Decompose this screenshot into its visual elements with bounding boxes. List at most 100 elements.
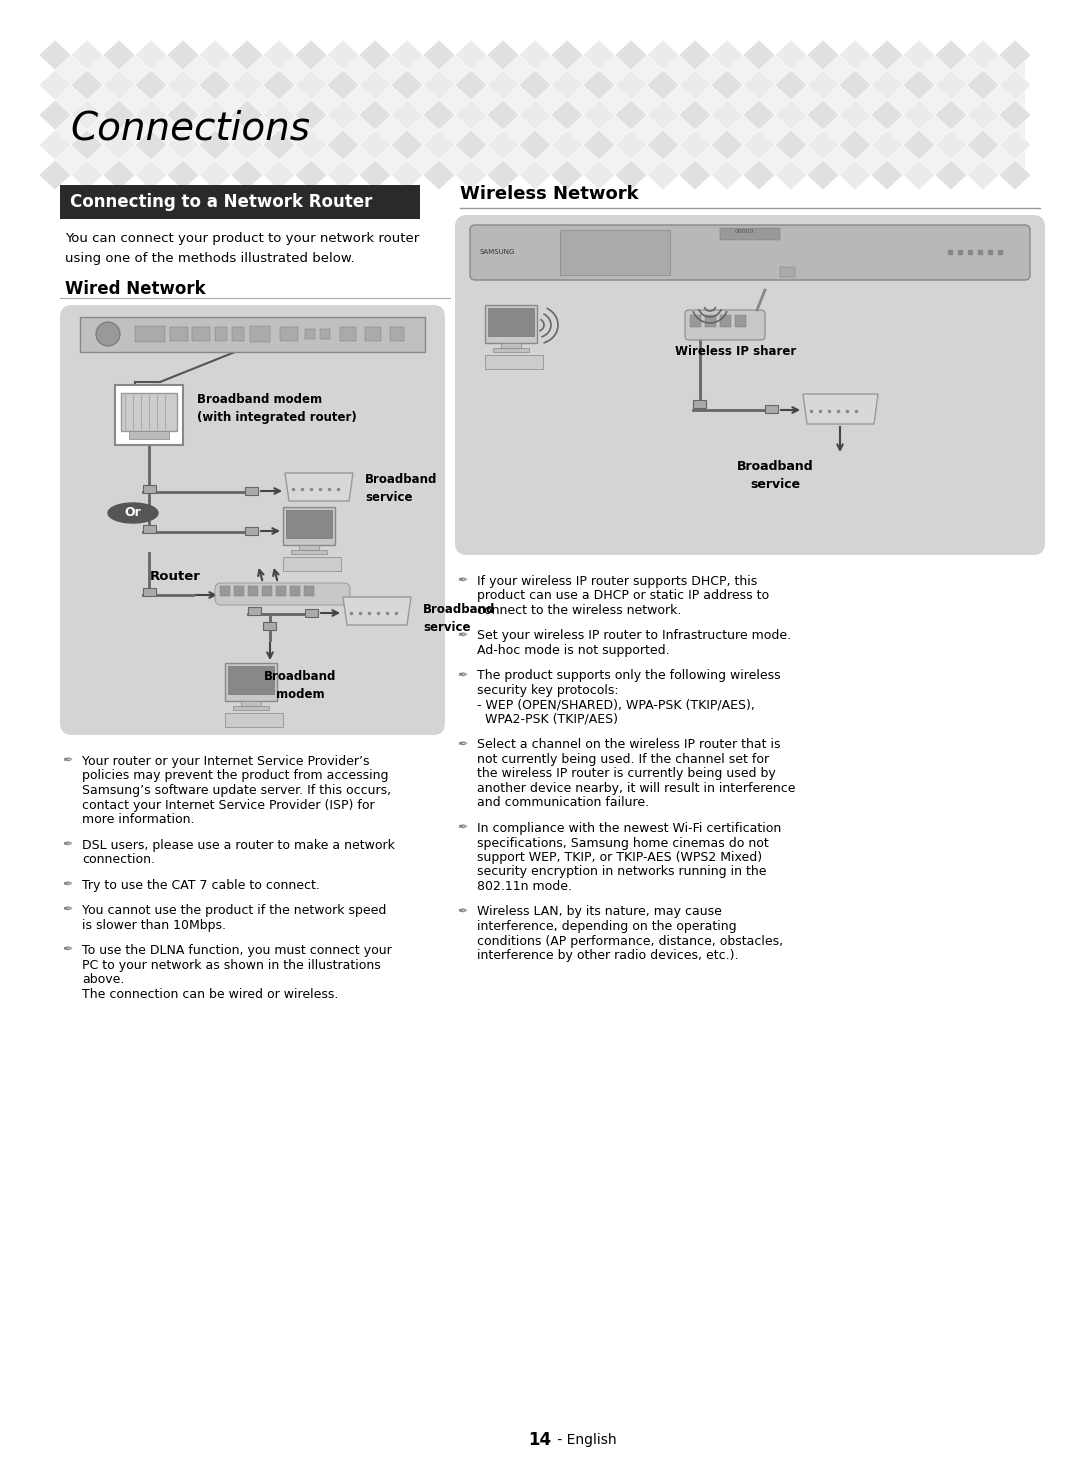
Text: PC to your network as shown in the illustrations: PC to your network as shown in the illus… [82,958,381,972]
Polygon shape [135,101,167,130]
Text: 00000: 00000 [735,229,754,234]
Bar [192,327,210,342]
Polygon shape [295,130,327,160]
Text: connection.: connection. [82,853,156,867]
Bar [320,328,330,339]
Text: If your wireless IP router supports DHCP, this: If your wireless IP router supports DHCP… [477,575,757,589]
Polygon shape [487,40,519,70]
Polygon shape [935,101,967,130]
Polygon shape [839,40,870,70]
Polygon shape [935,40,967,70]
Text: Broadband
service: Broadband service [737,460,813,491]
Polygon shape [39,130,71,160]
Ellipse shape [108,503,158,524]
Polygon shape [327,160,359,189]
Polygon shape [103,101,135,130]
Polygon shape [167,160,199,189]
Text: ✒: ✒ [457,670,468,682]
Polygon shape [199,101,231,130]
Polygon shape [870,101,903,130]
Bar [121,393,177,430]
Polygon shape [391,160,423,189]
Text: conditions (AP performance, distance, obstacles,: conditions (AP performance, distance, ob… [477,935,783,948]
Polygon shape [199,70,231,101]
Bar [390,327,404,342]
FancyBboxPatch shape [685,311,765,340]
Polygon shape [967,70,999,101]
Polygon shape [999,40,1031,70]
Bar [286,510,332,538]
Text: connect to the wireless network.: connect to the wireless network. [477,603,681,617]
Bar [690,315,701,327]
Polygon shape [71,101,103,130]
Polygon shape [839,70,870,101]
Polygon shape [551,70,583,101]
Text: specifications, Samsung home cinemas do not: specifications, Samsung home cinemas do … [477,837,769,849]
Polygon shape [647,130,679,160]
Polygon shape [455,101,487,130]
Polygon shape [804,393,878,424]
Text: Broadband modem
(with integrated router): Broadband modem (with integrated router) [197,393,356,424]
Polygon shape [423,160,455,189]
Polygon shape [519,40,551,70]
Polygon shape [231,40,264,70]
Bar [735,315,746,327]
Polygon shape [423,40,455,70]
Bar [225,713,283,728]
Polygon shape [327,101,359,130]
Bar [720,315,731,327]
Text: not currently being used. If the channel set for: not currently being used. If the channel… [477,753,769,766]
Polygon shape [487,101,519,130]
FancyBboxPatch shape [470,225,1030,280]
Text: Connecting to a Network Router: Connecting to a Network Router [70,192,373,211]
Bar [283,558,341,571]
Polygon shape [423,70,455,101]
Text: ✒: ✒ [62,879,72,892]
Polygon shape [295,160,327,189]
Text: Connections: Connections [70,109,310,148]
Polygon shape [999,130,1031,160]
Polygon shape [103,40,135,70]
Polygon shape [199,160,231,189]
Polygon shape [775,101,807,130]
Polygon shape [264,70,295,101]
Polygon shape [391,40,423,70]
Polygon shape [343,598,411,626]
Bar [143,485,156,493]
Polygon shape [743,101,775,130]
Bar [283,507,335,544]
Bar [80,317,426,352]
Bar [305,328,315,339]
Polygon shape [519,130,551,160]
Polygon shape [615,160,647,189]
Polygon shape [199,40,231,70]
Polygon shape [327,40,359,70]
Text: DSL users, please use a router to make a network: DSL users, please use a router to make a… [82,839,395,852]
Text: - English: - English [553,1433,617,1446]
Text: Wireless LAN, by its nature, may cause: Wireless LAN, by its nature, may cause [477,905,721,918]
Polygon shape [743,70,775,101]
Polygon shape [870,130,903,160]
Polygon shape [551,160,583,189]
Polygon shape [967,40,999,70]
Bar [501,343,521,348]
Polygon shape [870,160,903,189]
Bar [693,399,706,408]
Polygon shape [903,101,935,130]
Polygon shape [615,70,647,101]
Text: You cannot use the product if the network speed: You cannot use the product if the networ… [82,904,387,917]
Text: is slower than 10Mbps.: is slower than 10Mbps. [82,918,226,932]
Bar [485,305,537,343]
Polygon shape [327,70,359,101]
Polygon shape [647,40,679,70]
Polygon shape [679,130,711,160]
Bar [248,586,258,596]
Bar [291,550,327,555]
Polygon shape [264,130,295,160]
Polygon shape [167,130,199,160]
Polygon shape [103,130,135,160]
Polygon shape [775,70,807,101]
Polygon shape [743,160,775,189]
Bar [492,348,529,352]
Text: ✒: ✒ [62,944,72,957]
